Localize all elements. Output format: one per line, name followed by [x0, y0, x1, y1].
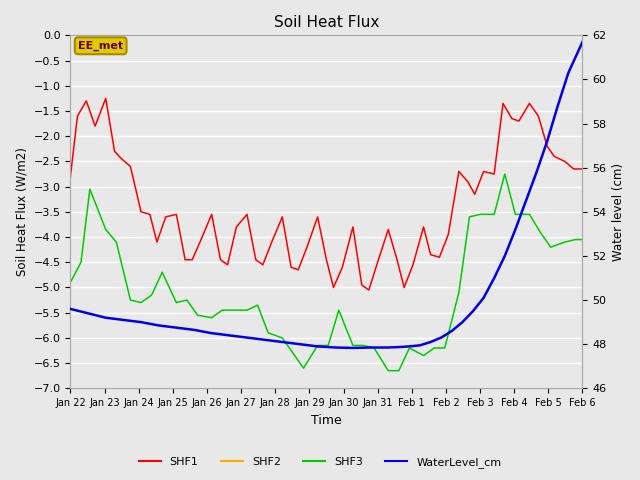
X-axis label: Time: Time: [311, 414, 342, 427]
Legend: SHF1, SHF2, SHF3, WaterLevel_cm: SHF1, SHF2, SHF3, WaterLevel_cm: [134, 452, 506, 472]
Y-axis label: Soil Heat Flux (W/m2): Soil Heat Flux (W/m2): [15, 147, 28, 276]
Text: EE_met: EE_met: [78, 41, 124, 51]
Title: Soil Heat Flux: Soil Heat Flux: [274, 15, 379, 30]
Y-axis label: Water level (cm): Water level (cm): [612, 163, 625, 261]
